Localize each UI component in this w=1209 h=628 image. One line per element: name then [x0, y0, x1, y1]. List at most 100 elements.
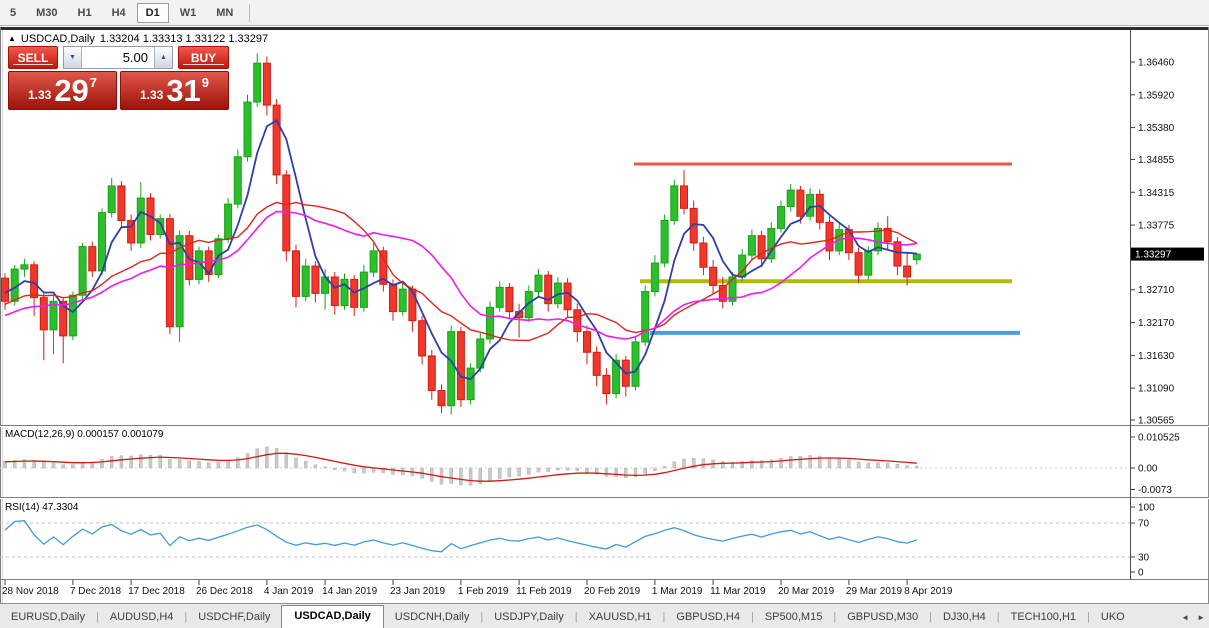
- sell-button[interactable]: SELL: [8, 46, 58, 69]
- ma-fast-line: [4, 119, 917, 381]
- buy-price-big: 31: [166, 73, 201, 108]
- timeframe-button-m30[interactable]: M30: [36, 6, 58, 19]
- volume-increase-button[interactable]: ▲: [154, 47, 172, 68]
- tab-separator: |: [833, 611, 837, 623]
- chart-symbol-label: USDCAD,Daily: [20, 33, 95, 45]
- tab-usdcnh-daily[interactable]: USDCNH,Daily: [394, 611, 470, 623]
- tab-uko[interactable]: UKO: [1100, 611, 1125, 623]
- tab-separator: |: [574, 611, 578, 623]
- sell-button-label: SELL: [17, 50, 49, 65]
- volume-input[interactable]: [82, 47, 154, 68]
- svg-text:23 Jan 2019: 23 Jan 2019: [390, 586, 445, 597]
- moving-averages: [4, 119, 918, 381]
- buy-button-label: BUY: [190, 50, 217, 65]
- toolbar-separator: [249, 3, 251, 22]
- rsi-panel: [0, 520, 1130, 558]
- ma-slow-line: [4, 210, 917, 340]
- sell-price-prefix: 1.33: [27, 88, 52, 102]
- svg-text:11 Mar 2019: 11 Mar 2019: [710, 586, 766, 597]
- tab-usdchf-daily[interactable]: USDCHF,Daily: [198, 611, 271, 623]
- sell-price-display[interactable]: 1.33 29 7: [8, 71, 117, 110]
- svg-text:14 Jan 2019: 14 Jan 2019: [322, 586, 377, 597]
- collapse-icon[interactable]: ▲: [8, 34, 16, 43]
- svg-text:1.35920: 1.35920: [1138, 90, 1175, 101]
- svg-text:1.34855: 1.34855: [1138, 155, 1175, 166]
- macd-indicator-label: MACD(12,26,9) 0.000157 0.001079: [5, 429, 164, 440]
- svg-text:1 Mar 2019: 1 Mar 2019: [652, 586, 703, 597]
- svg-text:20 Feb 2019: 20 Feb 2019: [584, 586, 641, 597]
- volume-decrease-button[interactable]: ▼: [64, 47, 82, 68]
- tab-separator: |: [750, 611, 754, 623]
- tab-tech100-h1[interactable]: TECH100,H1: [1010, 611, 1077, 623]
- svg-text:1.34315: 1.34315: [1138, 188, 1175, 199]
- svg-text:1.31090: 1.31090: [1138, 384, 1175, 395]
- buy-price-display[interactable]: 1.33 31 9: [120, 71, 229, 110]
- svg-text:1 Feb 2019: 1 Feb 2019: [458, 586, 509, 597]
- svg-text:70: 70: [1138, 519, 1150, 530]
- macd-signal-line: [4, 452, 917, 482]
- date-axis: 28 Nov 2018 7 Dec 2018 17 Dec 2018 26 Dec 2…: [2, 580, 953, 597]
- tab-audusd-h4[interactable]: AUDUSD,H4: [109, 611, 174, 623]
- timeframe-button-h1[interactable]: H1: [77, 6, 92, 19]
- buy-button[interactable]: BUY: [178, 46, 229, 69]
- svg-text:26 Dec 2018: 26 Dec 2018: [196, 586, 253, 597]
- svg-text:0.010525: 0.010525: [1138, 433, 1180, 444]
- svg-text:8 Apr 2019: 8 Apr 2019: [904, 586, 953, 597]
- svg-text:30: 30: [1138, 553, 1150, 564]
- tab-gbpusd-h4[interactable]: GBPUSD,H4: [676, 611, 740, 623]
- price-axis: 1.36460 1.35920 1.35380 1.34855 1.34315 1.337…: [1130, 58, 1175, 427]
- chart-title: ▲ USDCAD,Daily 1.33204 1.33313 1.33122 1…: [8, 33, 268, 45]
- tab-usdcad-daily[interactable]: USDCAD,Daily: [281, 605, 384, 628]
- tab-separator: |: [95, 611, 99, 623]
- svg-text:1.30565: 1.30565: [1138, 416, 1175, 427]
- chart-tab-bar: EURUSD,Daily | AUDUSD,H4 | USDCHF,Daily USDCA…: [0, 603, 1209, 628]
- svg-text:11 Feb 2019: 11 Feb 2019: [516, 586, 572, 597]
- timeframe-button-5[interactable]: 5: [10, 6, 17, 19]
- svg-text:20 Mar 2019: 20 Mar 2019: [778, 586, 835, 597]
- svg-text:1.36460: 1.36460: [1138, 58, 1175, 69]
- rsi-indicator-label: RSI(14) 47.3304: [5, 502, 79, 513]
- svg-text:0.00: 0.00: [1138, 464, 1158, 475]
- svg-text:29 Mar 2019: 29 Mar 2019: [846, 586, 903, 597]
- svg-text:4 Jan 2019: 4 Jan 2019: [264, 586, 314, 597]
- sell-price-big: 29: [54, 73, 89, 108]
- timeframe-button-w1[interactable]: W1: [179, 6, 197, 19]
- timeframe-button-mn[interactable]: MN: [216, 6, 234, 19]
- macd-panel: [0, 446, 1130, 486]
- sell-underline: [13, 64, 53, 65]
- indicator-axes: 0.010525 0.00 -0.0073 100 70 30 0: [1130, 433, 1180, 579]
- tab-eurusd-daily[interactable]: EURUSD,Daily: [11, 611, 85, 623]
- tab-xauusd-h1[interactable]: XAUUSD,H1: [588, 611, 652, 623]
- tab-scroll-right-icon[interactable]: ►: [1197, 613, 1205, 622]
- tab-dj30-h4[interactable]: DJ30,H4: [942, 611, 986, 623]
- chart-ohlc-values: 1.33204 1.33313 1.33122 1.33297: [99, 33, 269, 45]
- ma-mid-line: [4, 201, 918, 342]
- svg-text:1.31630: 1.31630: [1138, 351, 1175, 362]
- buy-price-prefix: 1.33: [139, 88, 164, 102]
- buy-price-pipette: 9: [201, 75, 210, 90]
- timeframe-button-h4[interactable]: H4: [111, 6, 126, 19]
- svg-text:1.33297: 1.33297: [1135, 250, 1172, 261]
- window-chrome: [0, 27, 1209, 603]
- svg-text:1.35380: 1.35380: [1138, 123, 1175, 134]
- tab-separator: |: [996, 611, 1000, 623]
- tab-gbpusd-m30[interactable]: GBPUSD,M30: [847, 611, 919, 623]
- svg-text:-0.0073: -0.0073: [1138, 485, 1172, 496]
- tab-separator: |: [662, 611, 666, 623]
- tab-usdjpy-daily[interactable]: USDJPY,Daily: [494, 611, 564, 623]
- timeframe-button-d1[interactable]: D1: [136, 2, 169, 23]
- current-price-tag: 1.33297: [1131, 247, 1204, 261]
- svg-text:1.32710: 1.32710: [1138, 285, 1175, 296]
- svg-text:1.32170: 1.32170: [1138, 318, 1175, 329]
- svg-text:100: 100: [1138, 503, 1155, 514]
- tab-separator: |: [480, 611, 484, 623]
- svg-text:28 Nov 2018: 28 Nov 2018: [2, 586, 59, 597]
- tab-sp500-m15[interactable]: SP500,M15: [764, 611, 823, 623]
- volume-control: ▼ ▲: [63, 46, 173, 69]
- rsi-line: [4, 520, 918, 553]
- one-click-trade-panel: SELL ▼ ▲ BUY 1.33 29 7 1.33 31 9: [8, 46, 229, 110]
- svg-text:17 Dec 2018: 17 Dec 2018: [128, 586, 185, 597]
- tab-scroll-left-icon[interactable]: ◄: [1181, 613, 1190, 622]
